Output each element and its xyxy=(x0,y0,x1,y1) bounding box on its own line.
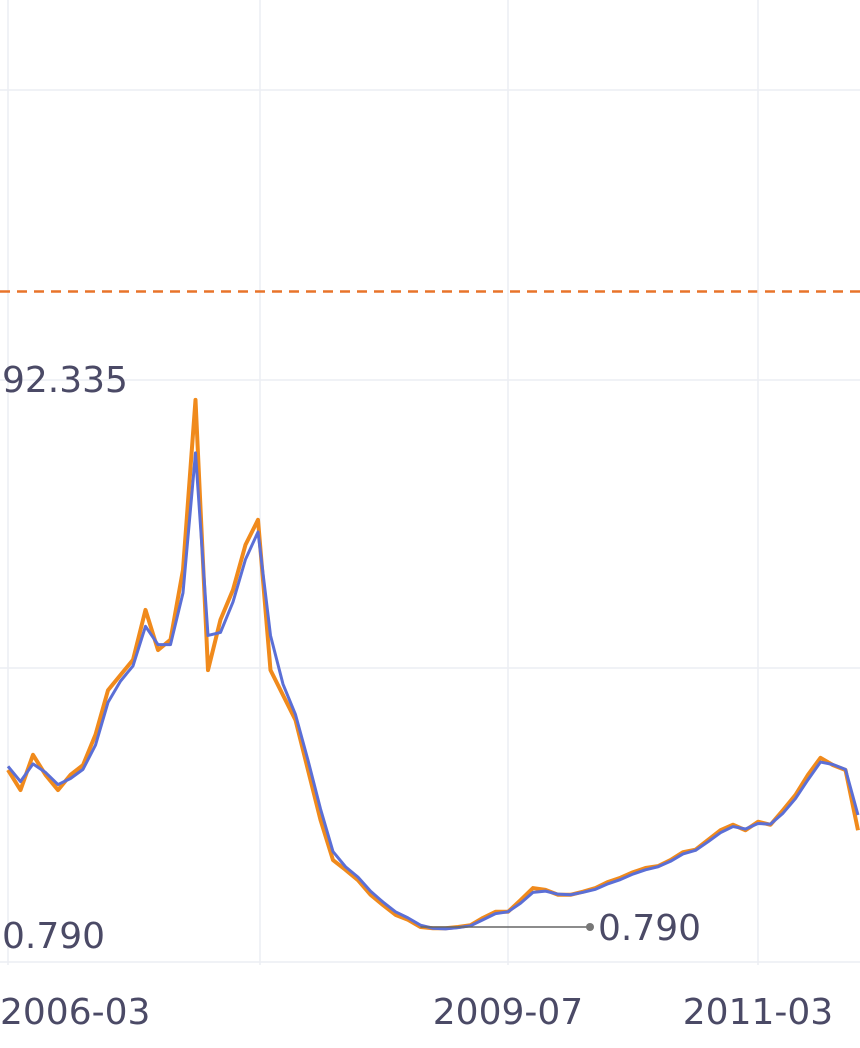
series-line xyxy=(6,397,860,931)
x-tick-label: 2006-03 xyxy=(0,992,150,1033)
min-marker-dot xyxy=(586,922,594,931)
min-label: 0.790 xyxy=(2,916,105,957)
min-marker-label: 0.790 xyxy=(598,908,701,949)
x-tick-label: 2009-07 xyxy=(433,992,583,1033)
max-label: 92.335 xyxy=(2,360,128,401)
series-line xyxy=(6,451,860,931)
x-tick-label: 2011-03 xyxy=(683,992,833,1033)
